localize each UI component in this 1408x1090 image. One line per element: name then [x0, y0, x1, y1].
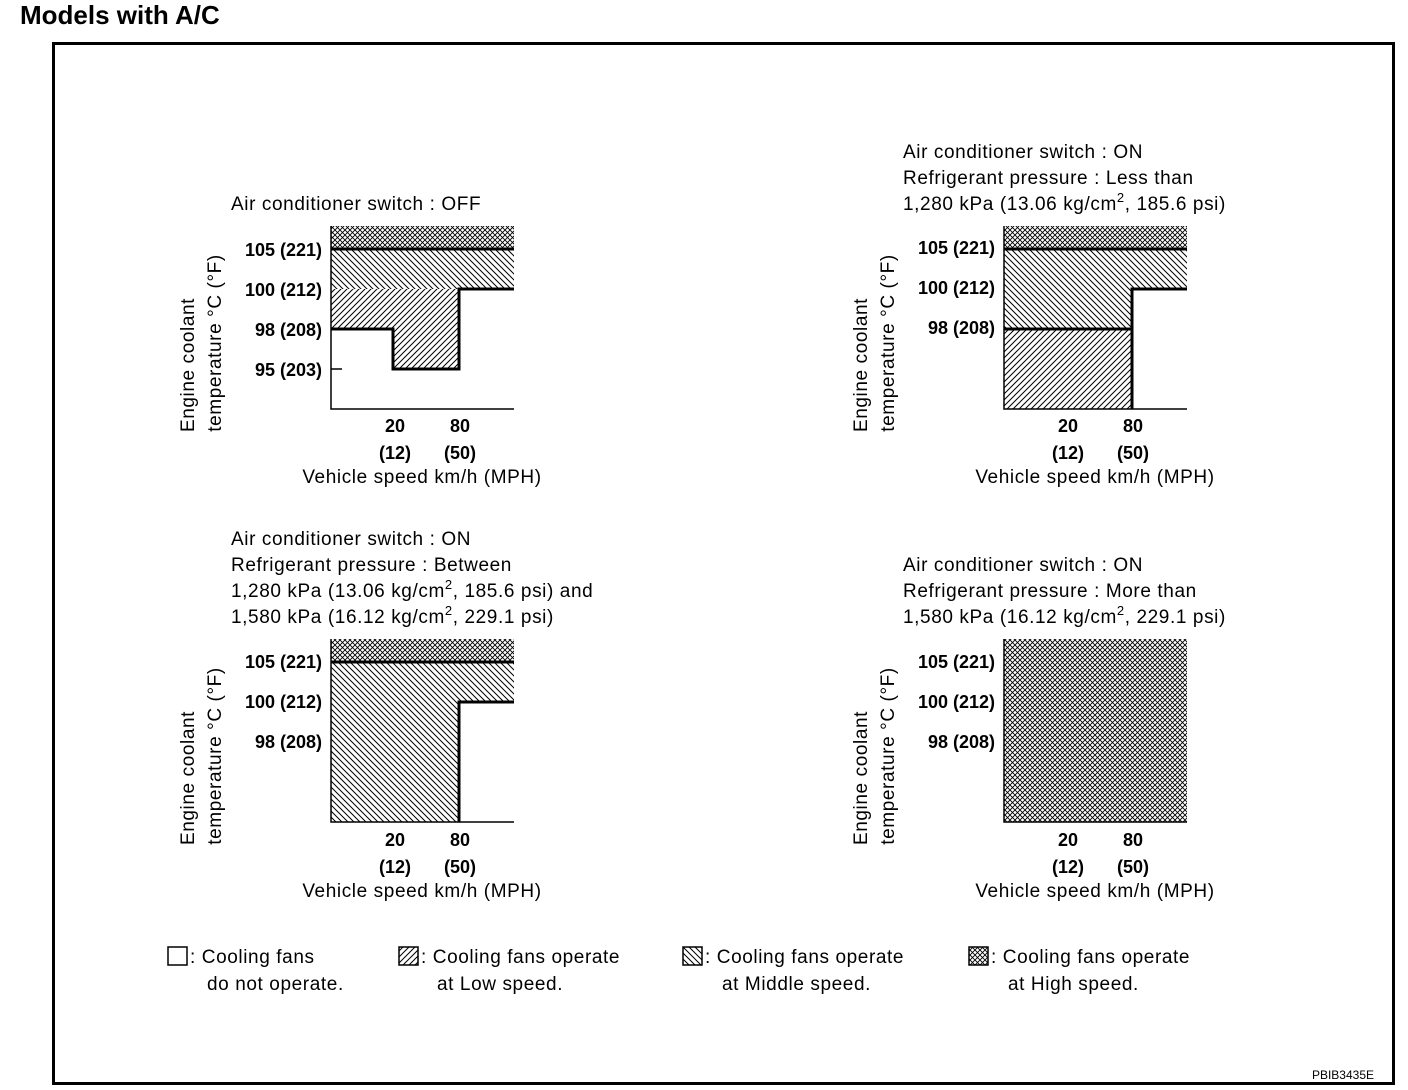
- x-tick-label-mph: (50): [444, 443, 476, 463]
- legend-label: at Middle speed.: [722, 974, 871, 995]
- diagram-frame: [52, 42, 1395, 1085]
- panel-2: Air conditioner switch : ON Refrigerant …: [851, 142, 1226, 488]
- x-tick-label: 80: [1123, 416, 1143, 436]
- x-tick-label-mph: (50): [1117, 857, 1149, 877]
- y-tick-label: 100 (212): [918, 278, 995, 298]
- y-tick-label: 105 (221): [918, 238, 995, 258]
- no-fill-swatch: [167, 946, 188, 966]
- legend-label: at High speed.: [1008, 974, 1139, 995]
- axes: [1003, 639, 1187, 823]
- panel-4: Air conditioner switch : ON Refrigerant …: [851, 555, 1226, 902]
- x-tick-label: 80: [1123, 830, 1143, 850]
- x-axis-label: Vehicle speed km/h (MPH): [975, 881, 1214, 902]
- panel-4-caption-line-2: Refrigerant pressure : More than: [903, 581, 1197, 602]
- x-tick-label: 20: [385, 830, 405, 850]
- panel-2-caption-line-3: 1,280 kPa (13.06 kg/cm2, 185.6 psi): [903, 190, 1226, 215]
- y-tick-label: 98 (208): [255, 732, 322, 752]
- legend-item-off: : Cooling fans do not operate.: [167, 946, 344, 995]
- y-tick-label: 95 (203): [255, 360, 322, 380]
- high-speed-region: [1004, 226, 1187, 249]
- y-axis-label: temperature °C (°F): [205, 667, 226, 845]
- legend-label: : Cooling fans operate: [705, 947, 904, 968]
- document-code: PBIB3435E: [1311, 1068, 1374, 1082]
- y-tick-label: 105 (221): [245, 652, 322, 672]
- y-axis-label: temperature °C (°F): [878, 667, 899, 845]
- x-axis-label: Vehicle speed km/h (MPH): [975, 467, 1214, 488]
- y-axis-label: Engine coolant: [178, 711, 199, 845]
- panel-1-caption-line-1: Air conditioner switch : OFF: [231, 194, 481, 215]
- x-tick-label: 20: [1058, 830, 1078, 850]
- y-axis-label: Engine coolant: [851, 298, 872, 432]
- y-tick-label: 100 (212): [245, 280, 322, 300]
- axes: [330, 639, 514, 823]
- x-tick-label-mph: (12): [379, 857, 411, 877]
- legend-label: do not operate.: [207, 974, 344, 995]
- legend-item-low: : Cooling fans operate at Low speed.: [398, 946, 620, 995]
- high-speed-region: [1004, 639, 1187, 822]
- y-axis-label: Engine coolant: [178, 298, 199, 432]
- x-tick-label: 20: [385, 416, 405, 436]
- panel-1: Air conditioner switch : OFF 105 (221) 1…: [178, 194, 541, 488]
- legend-label: at Low speed.: [437, 974, 563, 995]
- boundary-line: [331, 287, 514, 371]
- y-tick-label: 98 (208): [928, 732, 995, 752]
- y-tick-label: 100 (212): [918, 692, 995, 712]
- x-axis-label: Vehicle speed km/h (MPH): [302, 467, 541, 488]
- y-axis-label: Engine coolant: [851, 711, 872, 845]
- legend-label: : Cooling fans operate: [991, 947, 1190, 968]
- panel-3-caption-line-1: Air conditioner switch : ON: [231, 529, 471, 550]
- x-tick-label: 20: [1058, 416, 1078, 436]
- legend-label: : Cooling fans: [190, 947, 315, 968]
- x-tick-label: 80: [450, 416, 470, 436]
- middle-speed-region: [331, 662, 514, 822]
- x-tick-label-mph: (12): [379, 443, 411, 463]
- x-tick-label-mph: (50): [444, 857, 476, 877]
- axes: [330, 226, 514, 410]
- low-speed-region: [331, 289, 459, 369]
- middle-speed-swatch: [682, 946, 703, 966]
- middle-speed-region: [331, 249, 514, 289]
- low-speed-region: [1004, 329, 1132, 409]
- panel-2-caption-line-1: Air conditioner switch : ON: [903, 142, 1143, 163]
- x-tick-label-mph: (50): [1117, 443, 1149, 463]
- panel-4-caption-line-1: Air conditioner switch : ON: [903, 555, 1143, 576]
- legend: : Cooling fans do not operate. : Cooling…: [167, 946, 1190, 995]
- page-title: Models with A/C: [20, 0, 220, 30]
- high-speed-swatch: [968, 946, 989, 966]
- legend-item-high: : Cooling fans operate at High speed.: [968, 946, 1190, 995]
- y-axis-label: temperature °C (°F): [205, 254, 226, 432]
- panel-3-caption-line-2: Refrigerant pressure : Between: [231, 555, 512, 576]
- panel-3-caption-line-3: 1,280 kPa (13.06 kg/cm2, 185.6 psi) and: [231, 577, 593, 602]
- high-speed-region: [331, 226, 514, 249]
- x-axis-label: Vehicle speed km/h (MPH): [302, 881, 541, 902]
- y-tick-label: 105 (221): [245, 240, 322, 260]
- x-tick-label-mph: (12): [1052, 443, 1084, 463]
- y-axis-label: temperature °C (°F): [878, 254, 899, 432]
- panel-3: Air conditioner switch : ON Refrigerant …: [178, 529, 593, 902]
- x-tick-label: 80: [450, 830, 470, 850]
- low-speed-swatch: [398, 946, 419, 966]
- boundary-line: [457, 700, 514, 822]
- y-tick-label: 98 (208): [928, 318, 995, 338]
- legend-label: : Cooling fans operate: [421, 947, 620, 968]
- y-tick-label: 105 (221): [918, 652, 995, 672]
- panel-4-caption-line-3: 1,580 kPa (16.12 kg/cm2, 229.1 psi): [903, 603, 1226, 628]
- x-tick-label-mph: (12): [1052, 857, 1084, 877]
- y-tick-label: 98 (208): [255, 320, 322, 340]
- high-speed-region: [331, 639, 514, 662]
- legend-item-middle: : Cooling fans operate at Middle speed.: [682, 946, 904, 995]
- boundary-line: [1130, 287, 1187, 409]
- panel-2-caption-line-2: Refrigerant pressure : Less than: [903, 168, 1194, 189]
- axes: [1003, 226, 1187, 410]
- panel-3-caption-line-4: 1,580 kPa (16.12 kg/cm2, 229.1 psi): [231, 603, 554, 628]
- y-tick-label: 100 (212): [245, 692, 322, 712]
- middle-speed-region: [1004, 249, 1187, 329]
